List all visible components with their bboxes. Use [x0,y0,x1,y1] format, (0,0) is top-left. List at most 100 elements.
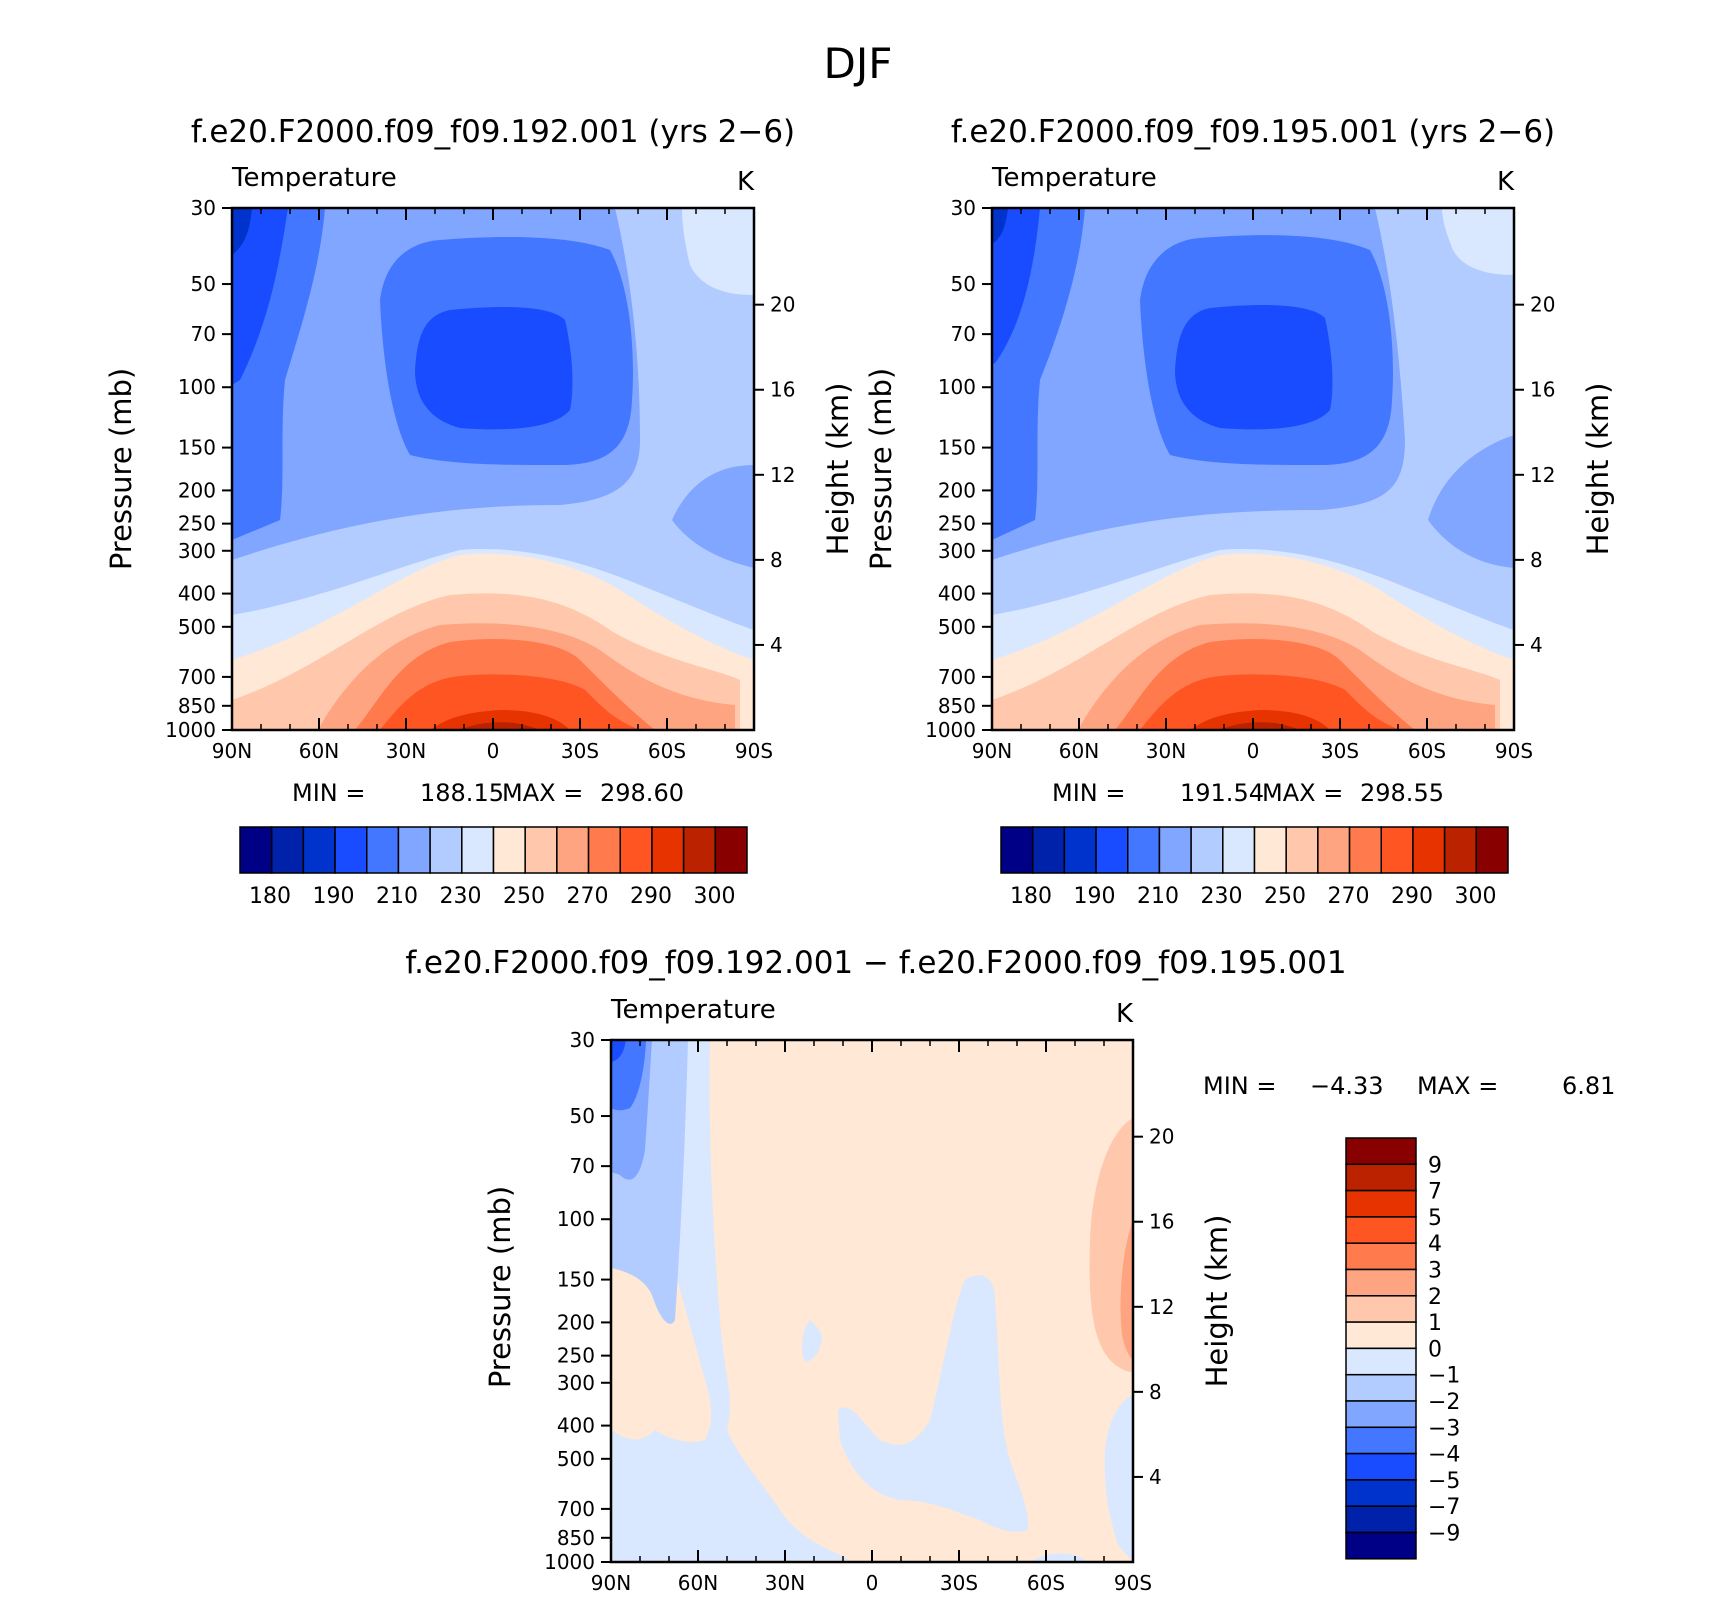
panel-3-contour-negative-band-1-cell [802,1320,822,1362]
panel-1-contour-band-5-core [415,307,573,430]
colorbar-swatch [1345,1505,1417,1534]
panel-2-contour-band-upperright-warm [1442,208,1514,275]
y-tick-label: 50 [951,272,976,296]
y2-tick-label: 20 [770,293,795,317]
colorbar-tick-label: 210 [1137,884,1179,909]
y-tick-label: 150 [557,1268,595,1292]
x-tick-label: 30N [386,739,426,763]
colorbar-tick-label: 270 [567,884,609,909]
panel-3-title: f.e20.F2000.f09_f09.192.001 − f.e20.F200… [405,945,1346,981]
colorbar-swatch [1345,1373,1417,1402]
colorbar-tick-label: 3 [1428,1259,1442,1284]
x-tick-label: 60S [1027,1571,1065,1595]
y-tick-label: 200 [178,478,216,502]
y-tick-label: 500 [178,615,216,639]
x-tick-label: 30S [561,739,599,763]
colorbar-swatch [524,826,558,874]
panel-2: f.e20.F2000.f09_f09.195.001 (yrs 2−6) Te… [864,114,1615,909]
y-tick-label: 100 [938,375,976,399]
colorbar-tick-label: 1 [1428,1311,1442,1336]
panel-1: f.e20.F2000.f09_f09.192.001 (yrs 2−6) Te… [104,114,855,909]
colorbar-swatch [651,826,685,874]
panel-1-title: f.e20.F2000.f09_f09.192.001 (yrs 2−6) [191,114,795,150]
x-tick-label: 0 [1247,739,1260,763]
y2-tick-label: 4 [770,633,783,657]
panel-1-variable-label: Temperature [231,163,397,193]
panel-3-contour-positive-band-3 [1120,1220,1133,1360]
panel-2-axis-ticks: 90N 60N 30N 0 30S 60S 90S 30 50 70 100 150 200 250 300… [925,196,1555,763]
y-tick-label: 100 [557,1207,595,1231]
panel-1-max-label: MAX = [502,779,583,807]
colorbar-tick-label: 290 [1391,884,1433,909]
colorbar-swatch [461,826,495,874]
x-tick-label: 60S [648,739,686,763]
y-tick-label: 250 [938,512,976,536]
colorbar-swatch [334,826,368,874]
y2-tick-label: 8 [1530,548,1543,572]
colorbar-tick-label: −4 [1428,1443,1460,1468]
colorbar-swatch [1345,1295,1417,1323]
colorbar-swatch [1345,1321,1417,1350]
colorbar-swatch [429,826,463,874]
y-tick-label: 850 [178,694,216,718]
panel-2-y-axis-title: Pressure (mb) [864,368,898,570]
x-tick-label: 0 [866,1571,879,1595]
y-tick-label: 150 [938,436,976,460]
colorbar-tick-label: −3 [1428,1416,1460,1441]
colorbar-tick-label: 4 [1428,1232,1442,1257]
colorbar-swatch [556,826,590,874]
y-tick-label: 70 [951,322,976,346]
panel-2-min-label: MIN = [1052,779,1125,807]
y-tick-label: 200 [938,478,976,502]
y2-tick-label: 20 [1530,293,1555,317]
y-tick-label: 400 [178,582,216,606]
colorbar-tick-label: −9 [1428,1522,1460,1547]
y-tick-label: 500 [557,1447,595,1471]
colorbar-swatch [1348,826,1382,874]
colorbar-swatch [397,826,431,874]
colorbar-swatch [1031,826,1066,874]
y-tick-label: 1000 [165,718,216,742]
y-tick-label: 50 [191,272,216,296]
y2-tick-label: 4 [1149,1465,1162,1489]
panel-2-colorbar: 180 190 210 230 250 270 290 300 [1000,826,1509,909]
colorbar-swatch [1317,826,1351,874]
y2-tick-label: 16 [1530,378,1555,402]
y-tick-label: 1000 [925,718,976,742]
y-tick-label: 70 [191,322,216,346]
panel-1-contours [232,208,754,730]
y2-tick-label: 8 [1149,1380,1162,1404]
colorbar-swatch [1063,826,1097,874]
colorbar-swatch [366,826,400,874]
y2-tick-label: 20 [1149,1125,1174,1149]
panel-2-contour-band-13 [1190,710,1330,730]
colorbar-tick-label: −1 [1428,1364,1460,1389]
y2-tick-label: 8 [770,548,783,572]
panel-2-contour-band-5-core [1175,305,1333,430]
colorbar-swatch [1158,826,1192,874]
x-tick-label: 60S [1408,739,1446,763]
colorbar-swatch [1345,1268,1417,1297]
panel-2-y2-axis-title: Height (km) [1581,383,1615,556]
page-title: DJF [824,39,893,88]
colorbar-tick-label: −2 [1428,1390,1460,1415]
y-tick-label: 50 [570,1104,595,1128]
colorbar-tick-label: 210 [376,884,418,909]
y-tick-label: 1000 [544,1550,595,1574]
colorbar-tick-label: 230 [1201,884,1243,909]
y-tick-label: 30 [951,196,976,220]
colorbar-swatch [1443,826,1478,874]
panel-2-variable-label: Temperature [991,163,1157,193]
panel-1-unit-label: K [737,167,755,197]
colorbar-swatch [1095,826,1129,874]
colorbar-swatch [1000,826,1034,874]
panel-2-unit-label: K [1497,167,1515,197]
y-tick-label: 400 [557,1414,595,1438]
y-tick-label: 700 [938,665,976,689]
panel-3-contour-negative-band-5 [611,1040,626,1062]
y-tick-label: 30 [570,1028,595,1052]
colorbar-swatch [239,826,273,874]
panel-1-contour-band-12 [380,674,640,730]
y-tick-label: 70 [570,1154,595,1178]
